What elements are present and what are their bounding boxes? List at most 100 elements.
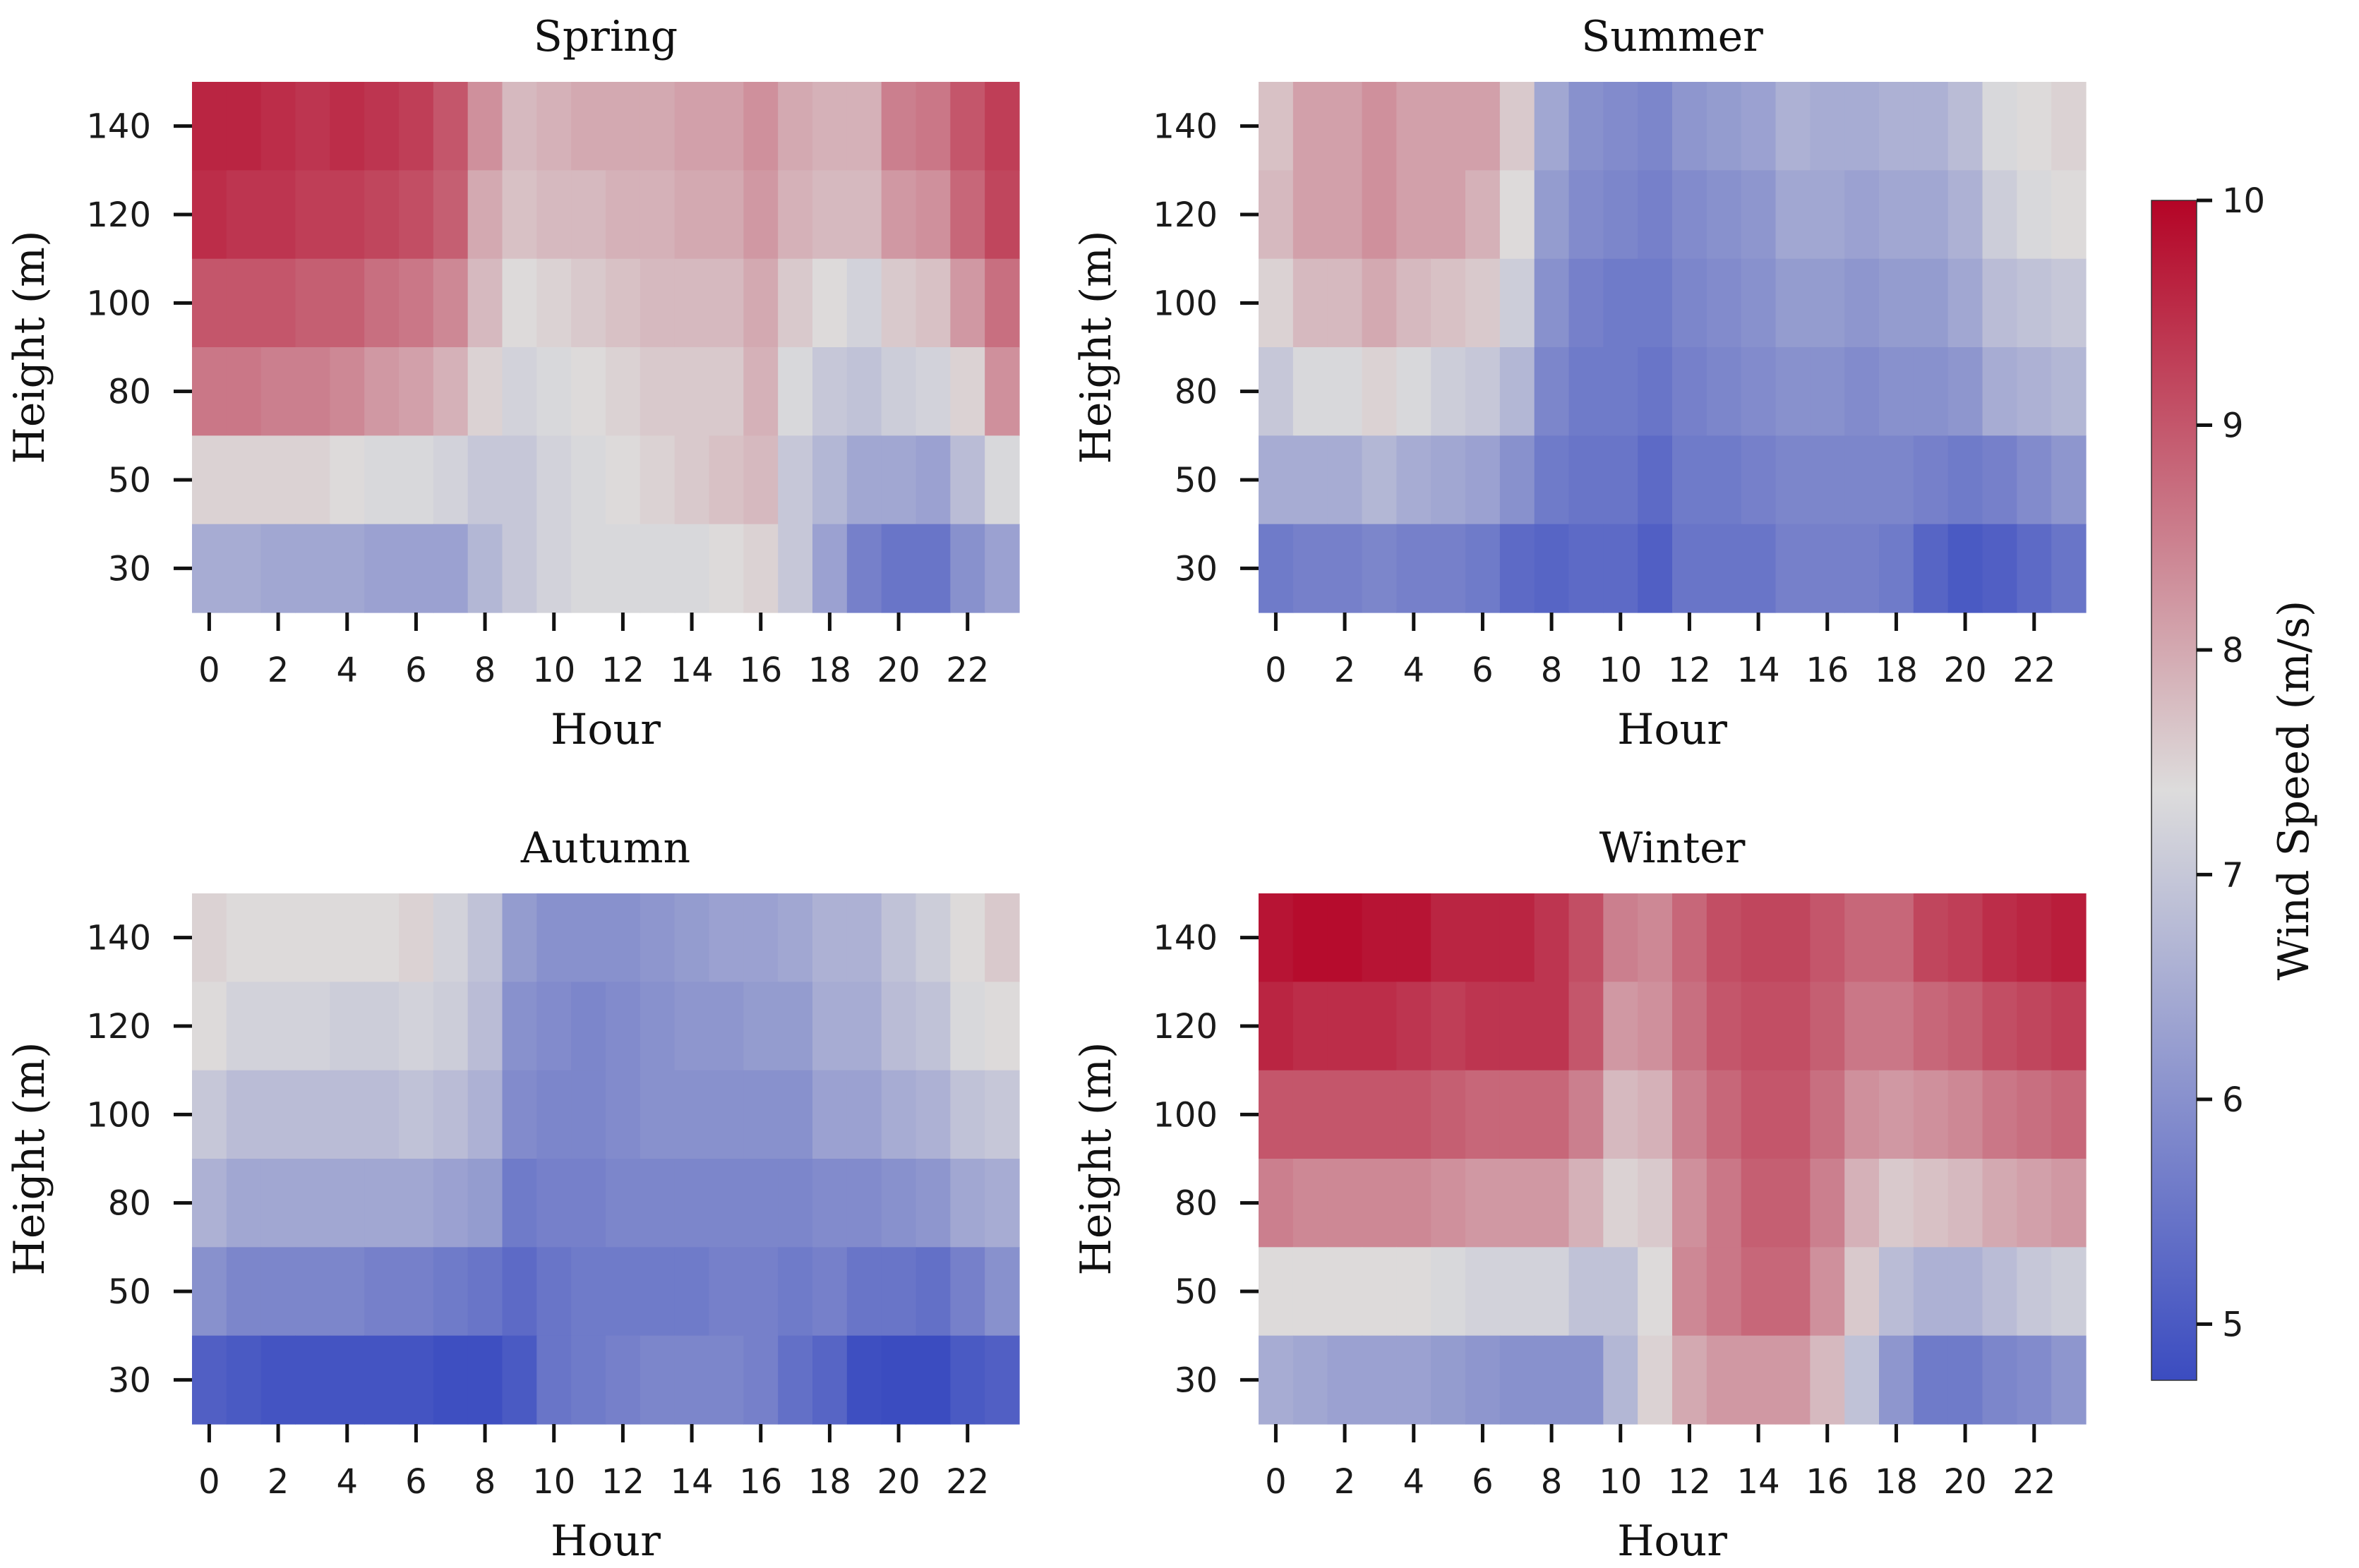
heatmap-cell-summer-h120-t3 bbox=[1362, 170, 1397, 260]
heatmap-cell-summer-h100-t7 bbox=[1499, 258, 1535, 348]
heatmap-cell-spring-h120-t1 bbox=[226, 170, 262, 260]
colorbar-tick-label-8: 8 bbox=[2222, 631, 2244, 670]
heatmap-cell-autumn-h80-t3 bbox=[295, 1159, 330, 1248]
x-tick-label-winter-8: 8 bbox=[1541, 1462, 1563, 1502]
heatmap-cell-winter-h120-t23 bbox=[2051, 982, 2087, 1071]
heatmap-cell-spring-h140-t20 bbox=[881, 82, 917, 171]
heatmap-cell-summer-h100-t11 bbox=[1638, 258, 1673, 348]
heatmap-cell-winter-h50-t23 bbox=[2051, 1247, 2087, 1337]
heatmap-cell-winter-h140-t23 bbox=[2051, 893, 2087, 982]
heatmap-cell-summer-h30-t9 bbox=[1568, 524, 1604, 613]
heatmap-cell-autumn-h80-t12 bbox=[606, 1159, 641, 1248]
heatmap-cell-spring-h120-t12 bbox=[606, 170, 641, 260]
heatmap-cell-winter-h140-t8 bbox=[1534, 893, 1570, 982]
heatmap-cell-autumn-h80-t18 bbox=[812, 1159, 848, 1248]
heatmap-cell-spring-h120-t5 bbox=[364, 170, 400, 260]
heatmap-cell-summer-h100-t22 bbox=[2017, 258, 2052, 348]
heatmap-cell-summer-h50-t18 bbox=[1879, 435, 1914, 525]
x-tick-label-autumn-4: 4 bbox=[336, 1462, 358, 1502]
heatmap-cell-summer-h80-t7 bbox=[1499, 347, 1535, 436]
heatmap-cell-autumn-h140-t7 bbox=[433, 893, 469, 982]
x-axis-label-summer: Hour bbox=[1617, 705, 1727, 754]
heatmap-cell-autumn-h80-t6 bbox=[399, 1159, 434, 1248]
colorbar-frame bbox=[2151, 200, 2197, 1381]
heatmap-cell-spring-h80-t23 bbox=[985, 347, 1020, 436]
heatmap-cell-winter-h100-t11 bbox=[1638, 1070, 1673, 1159]
heatmap-cell-winter-h140-t10 bbox=[1603, 893, 1638, 982]
heatmap-cell-winter-h140-t2 bbox=[1327, 893, 1363, 982]
heatmap-cell-spring-h30-t7 bbox=[433, 524, 469, 613]
heatmap-cell-spring-h30-t3 bbox=[295, 524, 330, 613]
heatmap-cell-summer-h80-t17 bbox=[1844, 347, 1880, 436]
heatmap-cell-autumn-h80-t0 bbox=[192, 1159, 227, 1248]
y-tick-label-winter-30: 30 bbox=[1175, 1361, 1218, 1400]
y-tick-label-winter-120: 120 bbox=[1153, 1007, 1218, 1047]
heatmap-cell-winter-h30-t3 bbox=[1362, 1335, 1397, 1425]
heatmap-cell-winter-h80-t12 bbox=[1672, 1159, 1707, 1248]
heatmap-cell-winter-h80-t0 bbox=[1259, 1159, 1294, 1248]
heatmap-cell-autumn-h140-t15 bbox=[709, 893, 744, 982]
heatmap-cell-winter-h100-t6 bbox=[1465, 1070, 1501, 1159]
heatmap-cell-summer-h120-t1 bbox=[1292, 170, 1328, 260]
heatmap-cell-spring-h100-t18 bbox=[812, 258, 848, 348]
heatmap-cell-summer-h120-t2 bbox=[1327, 170, 1363, 260]
x-tick-label-spring-0: 0 bbox=[198, 651, 220, 690]
heatmap-cell-spring-h30-t9 bbox=[502, 524, 537, 613]
heatmap-cell-summer-h140-t1 bbox=[1292, 82, 1328, 171]
y-tick-label-spring-80: 80 bbox=[108, 373, 151, 412]
heatmap-cell-summer-h80-t5 bbox=[1431, 347, 1466, 436]
heatmap-cell-winter-h100-t9 bbox=[1568, 1070, 1604, 1159]
heatmap-cell-spring-h50-t20 bbox=[881, 435, 917, 525]
heatmap-cell-winter-h100-t16 bbox=[1810, 1070, 1845, 1159]
heatmap-cell-winter-h30-t8 bbox=[1534, 1335, 1570, 1425]
heatmap-cell-spring-h50-t7 bbox=[433, 435, 469, 525]
heatmap-cell-autumn-h140-t22 bbox=[950, 893, 985, 982]
heatmap-cell-summer-h140-t22 bbox=[2017, 82, 2052, 171]
heatmap-cell-winter-h140-t19 bbox=[1913, 893, 1949, 982]
heatmap-cell-summer-h140-t5 bbox=[1431, 82, 1466, 171]
heatmap-cell-winter-h80-t5 bbox=[1431, 1159, 1466, 1248]
heatmap-cell-spring-h100-t4 bbox=[330, 258, 365, 348]
heatmap-cell-winter-h100-t13 bbox=[1706, 1070, 1742, 1159]
heatmap-cell-summer-h30-t16 bbox=[1810, 524, 1845, 613]
heatmap-cell-autumn-h50-t16 bbox=[743, 1247, 779, 1337]
heatmap-cell-autumn-h140-t8 bbox=[467, 893, 503, 982]
heatmap-cell-autumn-h30-t6 bbox=[399, 1335, 434, 1425]
heatmap-cell-autumn-h100-t20 bbox=[881, 1070, 917, 1159]
heatmap-cell-spring-h80-t19 bbox=[846, 347, 882, 436]
heatmap-cell-spring-h100-t5 bbox=[364, 258, 400, 348]
heatmap-cell-autumn-h30-t23 bbox=[985, 1335, 1020, 1425]
heatmap-cell-spring-h100-t2 bbox=[260, 258, 296, 348]
heatmap-cell-autumn-h100-t15 bbox=[709, 1070, 744, 1159]
x-tick-label-summer-12: 12 bbox=[1668, 651, 1711, 690]
heatmap-cell-summer-h140-t19 bbox=[1913, 82, 1949, 171]
heatmap-cell-winter-h50-t11 bbox=[1638, 1247, 1673, 1337]
heatmap-cell-spring-h100-t3 bbox=[295, 258, 330, 348]
heatmap-cell-winter-h140-t13 bbox=[1706, 893, 1742, 982]
heatmap-cell-spring-h100-t12 bbox=[606, 258, 641, 348]
heatmap-cell-autumn-h80-t10 bbox=[536, 1159, 572, 1248]
heatmap-cell-winter-h80-t20 bbox=[1947, 1159, 1983, 1248]
heatmap-cell-summer-h30-t11 bbox=[1638, 524, 1673, 613]
heatmap-cell-winter-h80-t4 bbox=[1396, 1159, 1431, 1248]
heatmap-cell-summer-h100-t19 bbox=[1913, 258, 1949, 348]
y-tick-label-summer-80: 80 bbox=[1175, 373, 1218, 412]
heatmap-cell-summer-h100-t3 bbox=[1362, 258, 1397, 348]
x-tick-label-autumn-22: 22 bbox=[946, 1462, 989, 1502]
x-tick-label-spring-22: 22 bbox=[946, 651, 989, 690]
heatmap-cell-autumn-h50-t0 bbox=[192, 1247, 227, 1337]
heatmap-cell-autumn-h140-t5 bbox=[364, 893, 400, 982]
heatmap-cell-summer-h100-t15 bbox=[1775, 258, 1811, 348]
heatmap-cell-summer-h50-t7 bbox=[1499, 435, 1535, 525]
heatmap-cell-spring-h100-t13 bbox=[640, 258, 676, 348]
heatmap-cell-spring-h140-t16 bbox=[743, 82, 779, 171]
heatmap-cell-spring-h30-t10 bbox=[536, 524, 572, 613]
x-tick-label-spring-20: 20 bbox=[877, 651, 920, 690]
heatmap-cell-summer-h100-t10 bbox=[1603, 258, 1638, 348]
heatmap-cell-winter-h50-t6 bbox=[1465, 1247, 1501, 1337]
x-tick-label-winter-4: 4 bbox=[1403, 1462, 1424, 1502]
heatmap-cell-summer-h80-t21 bbox=[1982, 347, 2017, 436]
heatmap-cell-spring-h50-t16 bbox=[743, 435, 779, 525]
heatmap-cell-winter-h50-t20 bbox=[1947, 1247, 1983, 1337]
